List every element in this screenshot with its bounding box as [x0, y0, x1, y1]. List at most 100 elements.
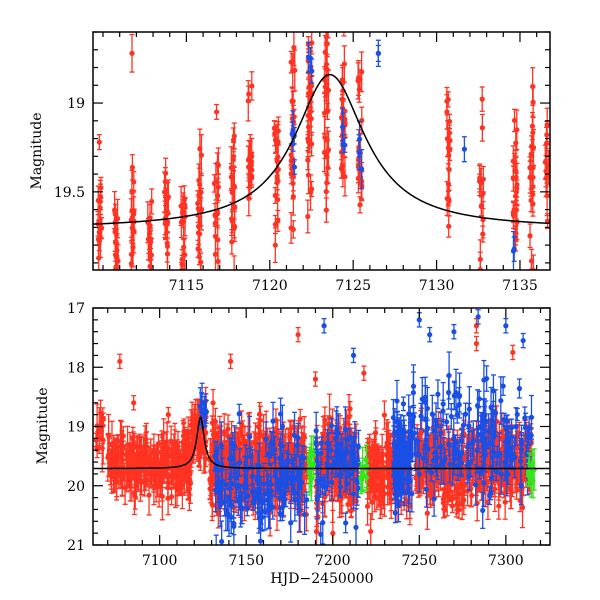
bottom-red-survey-point	[130, 440, 137, 476]
top-red-survey-point	[321, 132, 328, 173]
top-red-survey-point	[323, 197, 329, 223]
bottom-red-survey-point	[151, 466, 157, 506]
bottom-red-survey-point	[387, 432, 394, 482]
bottom-red-survey-point	[330, 509, 336, 545]
bottom-red-survey-point	[424, 496, 430, 530]
bottom-red-survey-point	[381, 400, 388, 430]
top-red-survey-point	[248, 151, 255, 172]
bottom-blue-survey-point	[270, 494, 276, 520]
bottom-blue-survey-outlier	[520, 332, 526, 349]
bottom-blue-survey-point	[288, 502, 294, 543]
top-red-survey-point	[359, 51, 365, 93]
bottom-red-survey-outlier	[165, 406, 171, 423]
bottom-blue-survey-point	[483, 365, 490, 392]
bottom-blue-survey-point	[213, 534, 219, 545]
top-red-survey-point	[180, 267, 186, 270]
bottom-blue-survey-point	[400, 396, 407, 412]
bottom-blue-survey-point	[233, 472, 239, 499]
x-tick-label: 7250	[401, 553, 437, 569]
top-red-survey-point	[479, 86, 485, 112]
bottom-blue-survey-point	[278, 463, 284, 501]
top-red-survey-point	[543, 154, 549, 188]
y-tick-label: 19.5	[54, 185, 85, 201]
bottom-blue-survey-outlier	[451, 323, 457, 340]
bottom-blue-survey-point	[292, 478, 298, 522]
bottom-red-survey-point	[105, 433, 111, 482]
bottom-red-survey-point	[138, 450, 145, 477]
bottom-red-survey-point	[209, 487, 215, 522]
top-red-survey-point	[231, 122, 237, 150]
top-red-survey-point	[198, 261, 204, 270]
bottom-blue-survey-point	[295, 422, 301, 453]
x-axis-label: HJD−2450000	[270, 571, 373, 587]
top-red-survey-point	[129, 169, 135, 213]
top-y-axis-label: Magnitude	[29, 112, 45, 189]
top-red-survey-point	[478, 167, 484, 198]
bottom-blue-survey-outlier	[503, 318, 509, 334]
x-tick-label: 7150	[228, 553, 264, 569]
bottom-blue-survey-point	[259, 492, 265, 531]
top-red-survey-point	[179, 248, 185, 270]
x-tick-label: 7120	[252, 278, 288, 294]
x-tick-label: 7200	[315, 553, 351, 569]
bottom-red-survey-point	[188, 416, 194, 434]
top-red-survey-point	[113, 254, 119, 270]
top-red-survey-point	[544, 107, 550, 143]
top-red-survey-point	[178, 186, 184, 227]
bottom-red-survey-point	[133, 455, 139, 500]
top-red-survey-point	[271, 120, 277, 137]
top-red-survey-point	[527, 223, 533, 249]
top-red-survey-point	[292, 49, 298, 92]
bottom-blue-survey-point	[291, 411, 298, 460]
top-plot-frame	[92, 31, 551, 271]
bottom-blue-survey-point	[270, 401, 276, 441]
top-red-survey-point	[511, 108, 518, 133]
top-red-survey-point	[341, 32, 347, 37]
top-red-survey-point	[305, 199, 311, 234]
top-red-survey-point	[165, 179, 171, 215]
top-data-marks	[95, 0, 550, 270]
top-red-survey-point	[530, 128, 537, 167]
bottom-blue-survey-point	[250, 493, 256, 512]
bottom-data-marks	[93, 309, 537, 545]
bottom-red-survey-point	[441, 501, 448, 518]
bottom-blue-survey-point	[295, 470, 301, 516]
top-red-survey-point	[530, 67, 536, 106]
top-red-survey-point	[445, 91, 451, 108]
top-panel: 7115 7120 7125 7130 7135 19 19.5 Magnitude	[29, 0, 551, 294]
top-blue-survey-point	[309, 58, 315, 84]
top-red-survey-point	[326, 0, 331, 8]
top-red-survey-point	[129, 33, 135, 73]
bottom-blue-survey-point	[263, 421, 269, 458]
top-blue-survey-point	[511, 236, 517, 262]
bottom-red-survey-point	[210, 388, 216, 417]
bottom-red-survey-outlier	[347, 400, 353, 417]
top-red-survey-point	[129, 242, 135, 267]
bottom-red-survey-point	[119, 459, 125, 496]
bottom-red-survey-point	[182, 433, 188, 475]
top-red-survey-point	[339, 64, 345, 96]
bottom-blue-survey-point	[231, 499, 237, 545]
top-red-survey-point	[97, 183, 104, 211]
top-red-survey-point	[357, 196, 363, 214]
bottom-blue-survey-point	[247, 415, 253, 459]
bottom-blue-survey-point	[448, 402, 454, 430]
x-tick-label: 7100	[142, 553, 178, 569]
bottom-red-survey-point	[171, 433, 177, 466]
bottom-blue-survey-outlier	[321, 318, 327, 334]
top-red-survey-point	[288, 163, 294, 185]
bottom-red-survey-point	[370, 466, 376, 493]
top-red-survey-point	[288, 212, 294, 244]
top-red-survey-point	[246, 85, 252, 103]
bottom-red-survey-point	[117, 419, 124, 463]
y-tick-label: 21	[67, 538, 85, 554]
top-red-survey-point	[164, 232, 171, 270]
top-red-survey-point	[445, 190, 451, 207]
top-red-survey-point	[324, 172, 330, 193]
bottom-red-survey-point	[221, 413, 227, 451]
top-red-survey-point	[213, 103, 220, 120]
bottom-red-survey-point	[192, 414, 198, 428]
bottom-red-survey-outlier	[117, 353, 123, 370]
bottom-blue-survey-point	[265, 475, 271, 510]
